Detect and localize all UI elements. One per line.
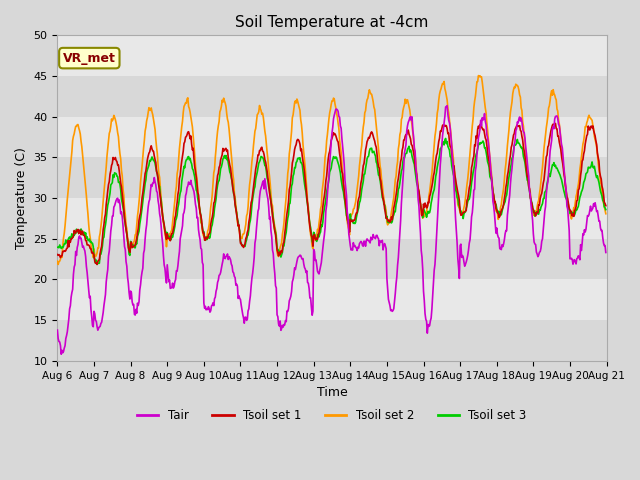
Text: VR_met: VR_met — [63, 52, 116, 65]
Legend: Tair, Tsoil set 1, Tsoil set 2, Tsoil set 3: Tair, Tsoil set 1, Tsoil set 2, Tsoil se… — [132, 404, 531, 427]
Bar — [58, 320, 607, 361]
Bar — [58, 157, 607, 198]
Bar — [58, 279, 607, 320]
Bar — [58, 239, 607, 279]
Bar — [58, 117, 607, 157]
X-axis label: Time: Time — [317, 386, 348, 399]
Bar — [58, 36, 607, 76]
Y-axis label: Temperature (C): Temperature (C) — [15, 147, 28, 249]
Bar — [58, 198, 607, 239]
Bar — [58, 76, 607, 117]
Title: Soil Temperature at -4cm: Soil Temperature at -4cm — [236, 15, 429, 30]
